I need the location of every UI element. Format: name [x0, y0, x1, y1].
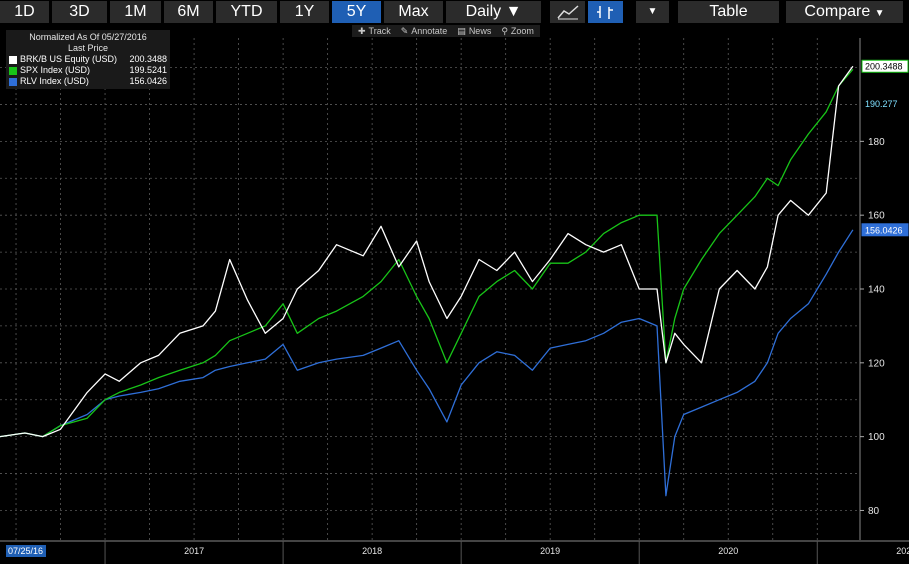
- price-tag: [861, 223, 909, 237]
- frequency-dropdown[interactable]: Daily ▼: [446, 1, 542, 23]
- series-line-spx: [0, 68, 854, 438]
- range-1d-button[interactable]: 1D: [0, 1, 50, 23]
- price-tag-label: 156.0426: [865, 225, 903, 235]
- legend-series-value: 156.0426: [129, 76, 167, 86]
- chart-series: [0, 65, 854, 497]
- range-1y-button[interactable]: 1Y: [280, 1, 330, 23]
- range-6m-button[interactable]: 6M: [164, 1, 214, 23]
- legend-series-name: BRK/B US Equity (USD): [20, 54, 118, 64]
- news-icon: ▤: [457, 26, 466, 36]
- chart-options-dropdown[interactable]: ▼: [636, 1, 670, 23]
- price-tag: [861, 59, 909, 73]
- legend-swatch: [9, 66, 17, 75]
- legend-swatch: [9, 55, 17, 64]
- price-tag-label: 200.3488: [865, 62, 903, 72]
- series-line-rlv: [0, 229, 854, 497]
- range-1m-button[interactable]: 1M: [110, 1, 162, 23]
- x-tick-label: 2019: [540, 546, 560, 556]
- last-price-header: Last Price: [67, 43, 109, 53]
- price-tag: [861, 96, 909, 110]
- legend-series-value: 199.5241: [129, 65, 167, 75]
- line-chart-style-button[interactable]: [550, 1, 586, 23]
- price-tags: 200.3488 190.277 156.0426: [861, 59, 909, 237]
- range-3d-button[interactable]: 3D: [52, 1, 108, 23]
- track-tool[interactable]: ✚ Track: [358, 25, 391, 37]
- chart-grid: [0, 38, 860, 540]
- frequency-label: Daily: [465, 3, 502, 20]
- line-chart-icon: [556, 5, 578, 20]
- x-tick-label: 2021: [896, 546, 909, 556]
- x-axis: 07/25/16 2017 2018 2019 2020 2021: [0, 540, 909, 564]
- chart-legend: Normalized As Of 05/27/2016 Last Price B…: [6, 30, 170, 89]
- legend-item-rlv[interactable]: RLV Index (USD) 156.0426: [9, 76, 167, 87]
- legend-series-value: 200.3488: [129, 54, 167, 64]
- track-label: Track: [368, 26, 391, 36]
- annotate-tool[interactable]: ✎ Annotate: [401, 25, 448, 37]
- magnifier-icon: ⚲: [501, 26, 508, 36]
- y-tick-label: 100: [868, 432, 885, 443]
- zoom-tool[interactable]: ⚲ Zoom: [501, 25, 534, 37]
- chevron-down-icon: ▼: [647, 6, 658, 17]
- range-ytd-button[interactable]: YTD: [216, 1, 278, 23]
- y-tick-label: 180: [868, 137, 885, 148]
- legend-series-name: SPX Index (USD): [20, 65, 91, 75]
- table-button[interactable]: Table: [678, 1, 780, 23]
- crosshair-icon: ✚: [358, 26, 366, 36]
- y-tick-label: 120: [868, 358, 885, 369]
- range-max-button[interactable]: Max: [384, 1, 444, 23]
- pencil-icon: ✎: [400, 26, 409, 36]
- news-label: News: [468, 26, 492, 36]
- series-line-brkb: [0, 65, 854, 438]
- x-tick-label: 07/25/16: [8, 546, 43, 556]
- range-5y-button[interactable]: 5Y: [332, 1, 382, 23]
- compare-dropdown[interactable]: Compare ▼: [786, 1, 904, 23]
- normalized-as-of: Normalized As Of 05/27/2016: [29, 32, 147, 42]
- bar-chart-style-button[interactable]: [588, 1, 624, 23]
- legend-series-name: RLV Index (USD): [20, 76, 89, 86]
- x-tick-label: 2020: [718, 546, 738, 556]
- chevron-down-icon: ▼: [505, 3, 522, 20]
- compare-label: Compare: [804, 3, 871, 20]
- ohlc-bars-icon: [596, 6, 613, 19]
- legend-item-spx[interactable]: SPX Index (USD) 199.5241: [9, 65, 167, 76]
- x-tick-label: 2017: [184, 546, 204, 556]
- y-axis: 80 100 120 140 160 180: [859, 38, 885, 540]
- price-tag-label: 190.277: [865, 99, 898, 109]
- toolbar: 1D 3D 1M 6M YTD 1Y 5Y Max Daily ▼ ▼ Tabl…: [0, 0, 909, 24]
- annotate-label: Annotate: [411, 26, 448, 36]
- chart-tools-bar: ✚ Track ✎ Annotate ▤ News ⚲ Zoom: [352, 25, 540, 37]
- legend-swatch: [9, 77, 17, 86]
- x-tick-label: 2018: [362, 546, 382, 556]
- y-tick-label: 80: [868, 506, 880, 517]
- y-tick-label: 160: [868, 211, 885, 222]
- chevron-down-icon: ▼: [874, 8, 885, 19]
- news-tool[interactable]: ▤ News: [457, 25, 491, 37]
- y-tick-label: 140: [868, 285, 885, 296]
- start-date-highlight: [6, 545, 46, 557]
- zoom-label: Zoom: [510, 26, 534, 36]
- legend-item-brk[interactable]: BRK/B US Equity (USD) 200.3488: [9, 54, 167, 65]
